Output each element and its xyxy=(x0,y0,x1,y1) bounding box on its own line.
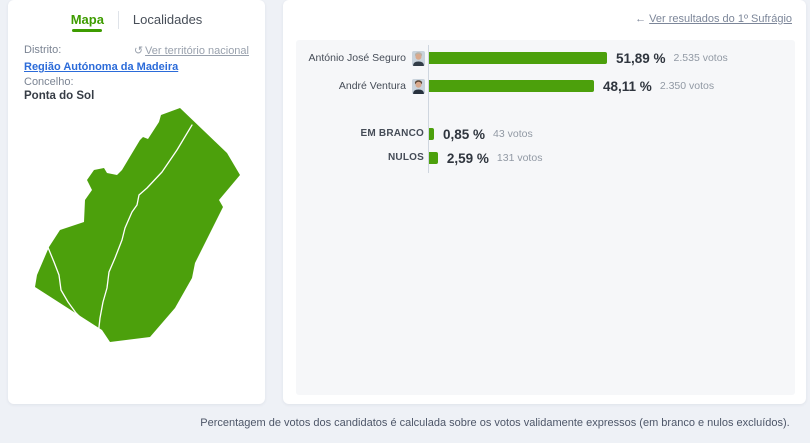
tab-mapa[interactable]: Mapa xyxy=(71,12,104,32)
percentage-footnote: Percentagem de votos dos candidatos é ca… xyxy=(200,417,790,429)
percent-value: 48,11 % xyxy=(603,78,652,94)
candidate-label: André Ventura xyxy=(338,80,406,92)
row-label-box: NULOS xyxy=(296,152,429,164)
votes-value: 131 votos xyxy=(496,152,543,164)
votes-value: 43 votos xyxy=(493,128,533,140)
restore-icon: ↺ xyxy=(133,45,144,57)
chart-axis-line xyxy=(428,45,429,173)
back-arrow-icon: ← xyxy=(635,13,647,25)
result-bar xyxy=(429,52,607,64)
row-label-box: António José Seguro xyxy=(296,50,429,66)
tab-localidades[interactable]: Localidades xyxy=(132,12,203,27)
location-info: Distrito: Região Autónoma da Madeira Con… xyxy=(24,43,249,103)
row-label-box: André Ventura xyxy=(296,78,429,94)
votes-value: 2.535 votos xyxy=(673,52,728,64)
map-panel: Mapa Localidades Distrito: Região Autóno… xyxy=(8,0,265,404)
row-label-box: EM BRANCO xyxy=(296,128,429,140)
municipality-map-shape[interactable] xyxy=(35,108,240,342)
percent-value: 0,85 % xyxy=(443,126,486,142)
votes-value: 2.350 votos xyxy=(659,80,715,92)
chart-row: NULOS 2,59 % 131 votos xyxy=(296,145,795,171)
result-bar xyxy=(429,152,438,164)
district-label: Distrito: xyxy=(24,44,62,56)
municipality-value: Ponta do Sol xyxy=(24,90,95,102)
candidate-avatar xyxy=(412,78,425,94)
first-round-results-link[interactable]: ← Ver resultados do 1º Sufrágio xyxy=(635,13,792,25)
candidate-label: António José Seguro xyxy=(308,52,406,64)
municipality-map xyxy=(22,95,252,357)
percent-value: 51,89 % xyxy=(615,50,666,66)
national-territory-link[interactable]: ↺ Ver território nacional xyxy=(134,44,249,57)
percent-value: 2,59 % xyxy=(446,150,489,166)
chart-row: EM BRANCO 0,85 % 43 votos xyxy=(296,121,795,147)
candidate-label: EM BRANCO xyxy=(360,128,424,139)
results-bar-chart: António José Seguro 51,89 % 2.535 votos … xyxy=(296,40,795,395)
view-tabs: Mapa Localidades xyxy=(8,0,265,33)
national-territory-link-label: Ver território nacional xyxy=(145,45,249,57)
municipality-label: Concelho: xyxy=(24,76,74,88)
district-link[interactable]: Região Autónoma da Madeira xyxy=(24,61,179,73)
parish-boundary-line-east xyxy=(97,124,193,337)
candidate-avatar xyxy=(412,50,425,66)
chart-row: António José Seguro 51,89 % 2.535 votos xyxy=(296,45,795,71)
chart-row: André Ventura 48,11 % 2.350 votos xyxy=(296,73,795,99)
first-round-results-link-label: Ver resultados do 1º Sufrágio xyxy=(649,13,792,25)
results-panel: ← Ver resultados do 1º Sufrágio António J… xyxy=(283,0,806,404)
tab-separator xyxy=(117,11,119,29)
result-bar xyxy=(429,128,434,140)
result-bar xyxy=(429,80,595,92)
candidate-label: NULOS xyxy=(388,152,424,163)
parish-boundary-line-west xyxy=(46,244,95,334)
